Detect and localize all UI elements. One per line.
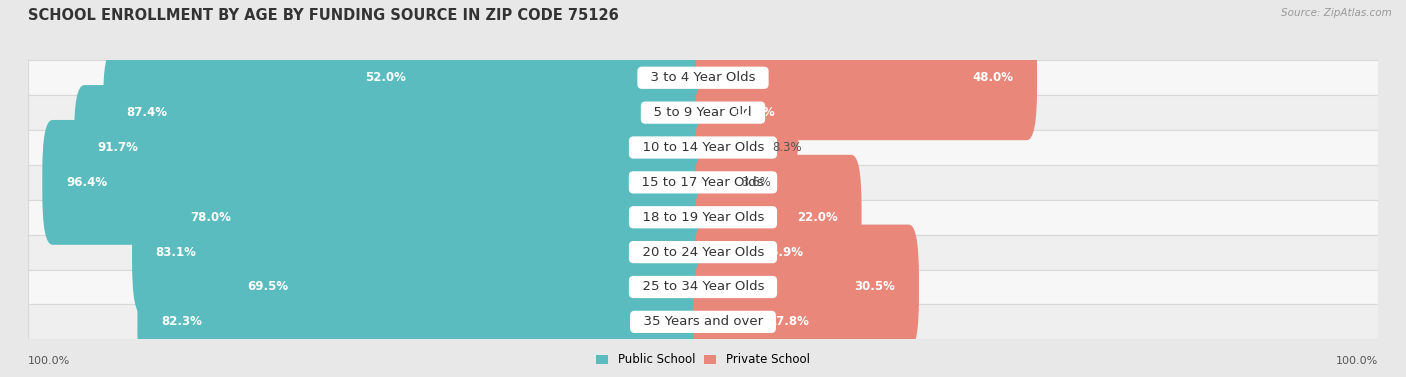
FancyBboxPatch shape — [693, 190, 827, 314]
FancyBboxPatch shape — [28, 60, 1378, 95]
Text: 5 to 9 Year Old: 5 to 9 Year Old — [645, 106, 761, 119]
Text: 3.6%: 3.6% — [741, 176, 770, 189]
Text: 100.0%: 100.0% — [1336, 356, 1378, 366]
Text: 48.0%: 48.0% — [973, 71, 1014, 84]
Text: 30.5%: 30.5% — [855, 280, 896, 293]
FancyBboxPatch shape — [138, 259, 713, 377]
Text: 17.8%: 17.8% — [769, 316, 810, 328]
Text: 78.0%: 78.0% — [190, 211, 231, 224]
FancyBboxPatch shape — [132, 190, 713, 314]
Text: 91.7%: 91.7% — [97, 141, 139, 154]
FancyBboxPatch shape — [42, 120, 713, 245]
Text: 15 to 17 Year Olds: 15 to 17 Year Olds — [634, 176, 772, 189]
Legend: Public School, Private School: Public School, Private School — [592, 349, 814, 371]
Text: 10 to 14 Year Olds: 10 to 14 Year Olds — [634, 141, 772, 154]
Text: 8.3%: 8.3% — [772, 141, 803, 154]
FancyBboxPatch shape — [28, 305, 1378, 339]
FancyBboxPatch shape — [224, 225, 713, 349]
Text: 25 to 34 Year Olds: 25 to 34 Year Olds — [634, 280, 772, 293]
Text: 35 Years and over: 35 Years and over — [634, 316, 772, 328]
FancyBboxPatch shape — [103, 50, 713, 175]
Text: 18 to 19 Year Olds: 18 to 19 Year Olds — [634, 211, 772, 224]
FancyBboxPatch shape — [693, 85, 769, 210]
FancyBboxPatch shape — [693, 225, 920, 349]
Text: Source: ZipAtlas.com: Source: ZipAtlas.com — [1281, 8, 1392, 18]
Text: 22.0%: 22.0% — [797, 211, 838, 224]
FancyBboxPatch shape — [166, 155, 713, 280]
Text: 87.4%: 87.4% — [127, 106, 167, 119]
FancyBboxPatch shape — [693, 155, 862, 280]
Text: 82.3%: 82.3% — [162, 316, 202, 328]
FancyBboxPatch shape — [28, 130, 1378, 165]
FancyBboxPatch shape — [693, 120, 737, 245]
FancyBboxPatch shape — [75, 85, 713, 210]
Text: 12.7%: 12.7% — [734, 106, 775, 119]
FancyBboxPatch shape — [28, 95, 1378, 130]
Text: 69.5%: 69.5% — [247, 280, 288, 293]
FancyBboxPatch shape — [693, 15, 1038, 140]
Text: 20 to 24 Year Olds: 20 to 24 Year Olds — [634, 246, 772, 259]
Text: 52.0%: 52.0% — [366, 71, 406, 84]
Text: 83.1%: 83.1% — [156, 246, 197, 259]
FancyBboxPatch shape — [28, 165, 1378, 200]
FancyBboxPatch shape — [28, 234, 1378, 270]
FancyBboxPatch shape — [342, 15, 713, 140]
Text: SCHOOL ENROLLMENT BY AGE BY FUNDING SOURCE IN ZIP CODE 75126: SCHOOL ENROLLMENT BY AGE BY FUNDING SOUR… — [28, 8, 619, 23]
Text: 100.0%: 100.0% — [28, 356, 70, 366]
FancyBboxPatch shape — [28, 200, 1378, 234]
Text: 96.4%: 96.4% — [66, 176, 107, 189]
Text: 16.9%: 16.9% — [762, 246, 804, 259]
Text: 3 to 4 Year Olds: 3 to 4 Year Olds — [643, 71, 763, 84]
FancyBboxPatch shape — [28, 270, 1378, 305]
FancyBboxPatch shape — [693, 259, 834, 377]
FancyBboxPatch shape — [693, 50, 799, 175]
